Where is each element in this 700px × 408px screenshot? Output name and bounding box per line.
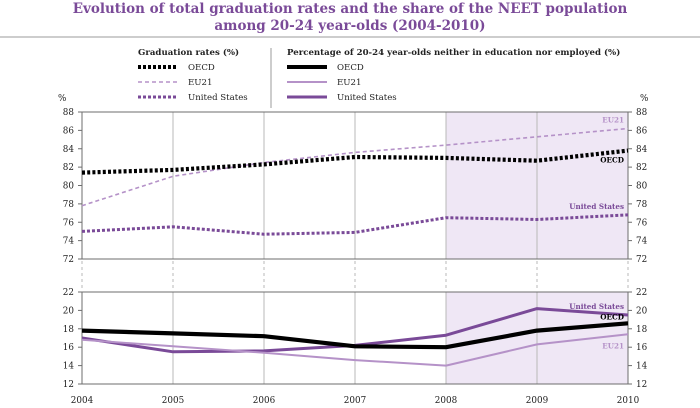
xtick-label-2006: 2006 [253,396,276,406]
legend-neet-oecd-label: OECD [337,63,364,73]
neet-ytick-left-label: 16 [63,343,75,353]
graduation-ytick-left-label: 72 [63,255,74,265]
neet-label-eu21: EU21 [602,341,624,350]
plot-area: 72 72 74 74 76 76 78 78 80 80 82 82 84 84 86 86 88 88% % EU… [58,94,648,406]
graduation-ytick-left-label: 80 [63,182,75,192]
graduation-ytick-left-label: 88 [63,108,74,118]
graduation-ytick-right-label: 84 [636,145,648,155]
xtick-label-2009: 2009 [526,396,548,406]
graduation-ytick-right-label: 82 [636,163,647,173]
xtick-label-2005: 2005 [162,396,184,406]
neet-ytick-right-label: 16 [636,343,648,353]
graduation-ytick-right-label: 80 [636,182,648,192]
chart-subtitle: among 20-24 year-olds (2004-2010) [214,18,485,34]
xtick-label-2010: 2010 [617,396,640,406]
graduation-ytick-left-label: 76 [63,218,75,228]
xtick-label-2008: 2008 [435,396,457,406]
neet-ytick-left-label: 14 [63,362,75,372]
graduation-unit-right: % [640,94,648,104]
graduation-ytick-right-label: 74 [636,237,648,247]
xtick-label-2007: 2007 [344,396,366,406]
neet-ytick-right-label: 22 [636,288,647,298]
graduation-ytick-right-label: 76 [636,218,648,228]
graduation-label-oecd: OECD [600,156,624,165]
neet-ytick-left-label: 22 [63,288,74,298]
graduation-ytick-left-label: 74 [63,237,75,247]
legend: Graduation rates (%) Percentage of 20-24… [138,47,620,108]
graduation-ytick-right-label: 86 [636,126,648,136]
neet-ytick-right-label: 18 [636,325,647,335]
legend-grad-us-label: United States [188,93,248,103]
graduation-ytick-left-label: 82 [63,163,74,173]
neet-ytick-right-label: 20 [636,306,648,316]
legend-neet-heading: Percentage of 20-24 year-olds neither in… [287,47,620,58]
legend-neet-us-label: United States [337,93,397,103]
legend-grad-oecd-label: OECD [188,63,215,73]
neet-series-eu21 [81,333,629,367]
neet-label-oecd: OECD [600,312,624,321]
legend-neet-eu21-label: EU21 [337,78,361,88]
graduation-label-united_states: United States [569,202,624,211]
legend-graduation-heading: Graduation rates (%) [138,47,239,58]
graduation-ytick-left-label: 78 [63,200,74,210]
graduation-ytick-left-label: 86 [63,126,75,136]
graduation-ytick-right-label: 88 [636,108,647,118]
neet-ytick-left-label: 12 [63,380,74,390]
neet-ytick-right-label: 14 [636,362,648,372]
neet-label-united_states: United States [569,302,624,311]
graduation-series-oecd [81,148,629,175]
graduation-ytick-right-label: 78 [636,200,647,210]
chart-title: Evolution of total graduation rates and … [73,1,628,17]
graduation-label-eu21: EU21 [602,116,624,125]
legend-grad-eu21-label: EU21 [188,78,212,88]
neet-ytick-right-label: 12 [636,380,647,390]
neet-ytick-left-label: 20 [63,306,75,316]
xtick-label-2004: 2004 [71,396,94,406]
graduation-ytick-right-label: 72 [636,255,647,265]
neet-ytick-left-label: 18 [63,325,74,335]
graduation-unit-left: % [58,94,66,104]
graduation-ytick-left-label: 84 [63,145,75,155]
